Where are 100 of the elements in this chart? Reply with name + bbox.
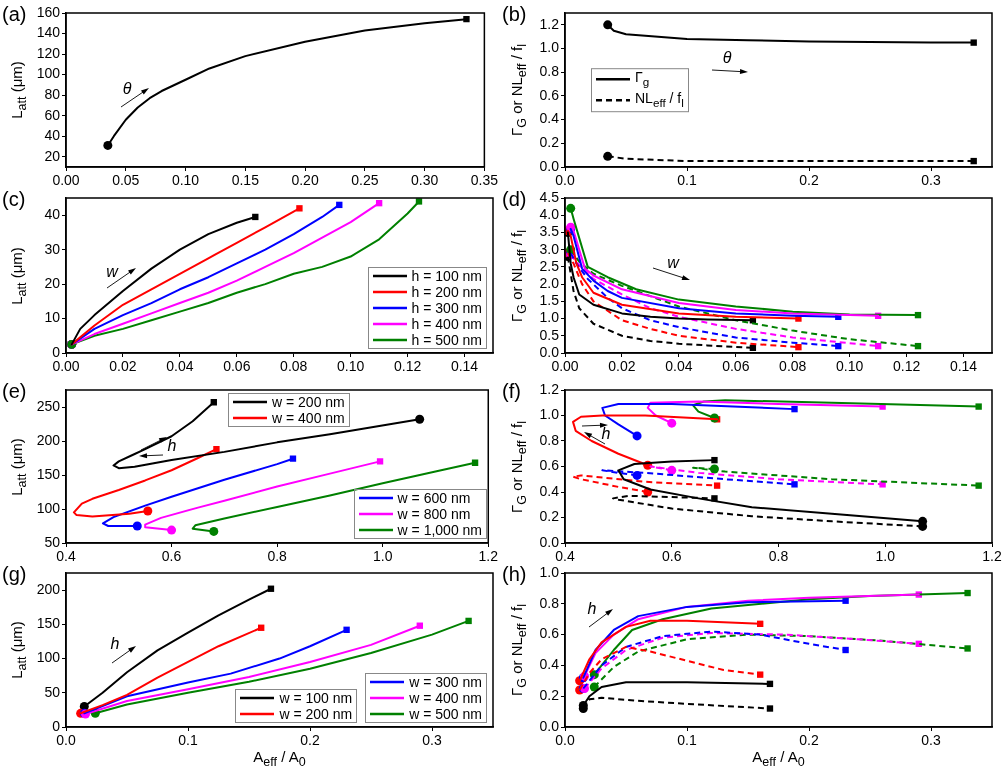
x-tick-label: 0.14 — [450, 358, 479, 375]
x-tick-label: 0.6 — [161, 548, 182, 565]
annotation: h — [167, 437, 177, 455]
legend-label: h = 300 nm — [411, 300, 482, 316]
annotation: h — [110, 635, 120, 653]
y-tick-label: 1.0 — [539, 309, 560, 326]
legend-label: w = 200 nm — [272, 394, 345, 410]
y-tick-label: 50 — [44, 533, 61, 550]
x-tick-label: 1.0 — [875, 548, 896, 565]
chart-title: (a) — [2, 3, 27, 25]
legend-label: h = 100 nm — [411, 268, 482, 284]
y-tick-label: 0.8 — [539, 431, 560, 448]
legend-label: w = 300 nm — [409, 674, 482, 690]
y-tick-label: 120 — [36, 44, 61, 61]
x-tick-label: 0.02 — [109, 358, 137, 375]
y-tick-label: 100 — [36, 649, 61, 666]
x-tick-label: 0.00 — [551, 358, 579, 375]
y-tick-label: 0.6 — [539, 625, 560, 642]
y-tick-label: 4.5 — [539, 188, 560, 205]
x-tick-label: 0.1 — [677, 172, 697, 189]
legend-label: w = 800 nm — [397, 506, 471, 522]
x-tick-label: 0.6 — [662, 548, 682, 565]
x-tick-label: 0.1 — [178, 732, 198, 749]
y-tick-label: 160 — [36, 3, 61, 20]
x-tick-label: 0.14 — [949, 358, 978, 375]
legend-label: h = 400 nm — [411, 316, 482, 332]
chart-title: (d) — [502, 188, 527, 210]
legend-label: w = 600 nm — [397, 490, 471, 506]
annotation: θ — [722, 49, 732, 67]
y-tick-label: 3.0 — [539, 240, 560, 257]
y-tick-label: 60 — [44, 106, 61, 123]
legend-label: NL$_{eff}$ / f$_{l}$ — [635, 90, 684, 111]
y-tick-label: 10 — [44, 309, 61, 326]
x-tick-label: 0.04 — [665, 358, 693, 375]
legend-label: w = 1,000 nm — [397, 522, 482, 538]
x-tick-label: 0.0 — [555, 172, 575, 189]
y-tick-label: 0.2 — [539, 508, 560, 525]
chart-title: (g) — [2, 563, 27, 585]
x-tick-label: 1.0 — [372, 548, 393, 565]
y-tick-label: 3.5 — [539, 223, 560, 240]
legend-label: w = 500 nm — [409, 706, 482, 722]
x-axis-title: A$_{eff}$ / A$_{0}$ — [253, 748, 306, 769]
legend-label: Γ$_{g}$ — [635, 69, 650, 90]
x-tick-label: 0.12 — [393, 358, 422, 375]
legend-label: w = 400 nm — [409, 690, 482, 706]
y-tick-label: 40 — [44, 127, 61, 144]
x-tick-label: 0.10 — [337, 358, 365, 375]
chart-title: (h) — [502, 563, 527, 585]
x-tick-label: 0.10 — [836, 358, 864, 375]
legend-label: w = 100 nm — [279, 690, 353, 706]
x-tick-label: 0.00 — [52, 172, 80, 189]
chart-title: (e) — [2, 380, 27, 402]
x-tick-label: 0.2 — [799, 732, 819, 749]
y-tick-label: 0.0 — [539, 343, 560, 360]
legend-label: h = 200 nm — [411, 284, 482, 300]
x-tick-label: 0.20 — [291, 172, 319, 189]
y-tick-label: 100 — [36, 499, 61, 516]
x-tick-label: 0.3 — [921, 172, 941, 189]
x-tick-label: 0.05 — [112, 172, 140, 189]
x-tick-label: 0.1 — [677, 732, 697, 749]
y-tick-label: 100 — [36, 65, 61, 82]
chart-title: (f) — [502, 380, 521, 402]
legend-label: h = 500 nm — [411, 332, 482, 348]
y-tick-label: 30 — [44, 240, 61, 257]
annotation: w — [106, 263, 118, 281]
y-tick-label: 0.6 — [539, 457, 560, 474]
x-tick-label: 0.8 — [267, 548, 288, 565]
y-tick-label: 0.4 — [539, 482, 560, 499]
x-tick-label: 1.2 — [478, 548, 499, 565]
x-tick-label: 0.06 — [722, 358, 750, 375]
y-tick-label: 1.0 — [539, 563, 560, 580]
x-axis-title: A$_{eff}$ / A$_{0}$ — [752, 748, 805, 769]
y-tick-label: 40 — [44, 206, 61, 223]
x-tick-label: 1.2 — [982, 548, 1002, 565]
x-tick-label: 0.15 — [231, 172, 260, 189]
y-tick-label: 0.4 — [539, 110, 560, 127]
y-tick-label: 1.0 — [539, 406, 560, 423]
x-tick-label: 0.3 — [921, 732, 941, 749]
chart-title: (c) — [2, 188, 26, 210]
annotation: w — [667, 254, 679, 272]
y-tick-label: 0.2 — [539, 134, 560, 151]
y-tick-label: 200 — [36, 431, 61, 448]
x-tick-label: 0.2 — [799, 172, 819, 189]
y-tick-label: 0.4 — [539, 656, 560, 673]
legend-label: w = 200 nm — [279, 706, 353, 722]
y-tick-label: 80 — [44, 85, 61, 102]
x-tick-label: 0.35 — [470, 172, 499, 189]
y-tick-label: 0.0 — [539, 157, 560, 174]
y-tick-label: 0.5 — [539, 326, 560, 343]
y-tick-label: 1.0 — [539, 39, 560, 56]
y-tick-label: 1.2 — [539, 15, 560, 32]
y-tick-label: 20 — [44, 147, 61, 164]
x-tick-label: 0.00 — [52, 358, 80, 375]
x-tick-label: 0.2 — [300, 732, 320, 749]
y-tick-label: 0.0 — [539, 717, 560, 734]
y-tick-label: 0.2 — [539, 687, 560, 704]
y-tick-label: 0.0 — [539, 533, 560, 550]
x-tick-label: 0.4 — [555, 548, 575, 565]
y-tick-label: 200 — [36, 580, 61, 597]
annotation: θ — [122, 80, 132, 98]
